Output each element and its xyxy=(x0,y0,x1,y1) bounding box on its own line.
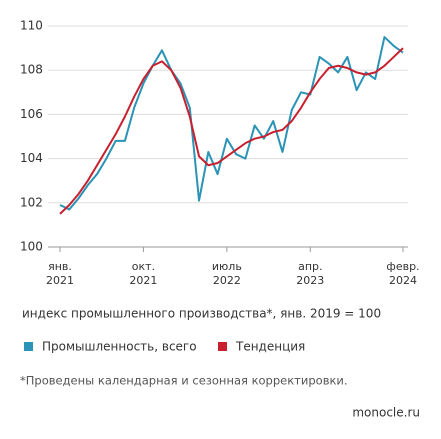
source: monocle.ru xyxy=(352,406,420,420)
subtitle: индекс промышленного производства*, янв.… xyxy=(22,307,381,321)
x-tick-label: апр. 2023 xyxy=(296,260,325,287)
x-tick-label: окт. 2021 xyxy=(129,260,158,287)
legend-label: Тенденция xyxy=(235,340,305,354)
legend-swatch xyxy=(218,342,227,351)
y-tick-label: 102 xyxy=(20,195,43,209)
y-tick-label: 104 xyxy=(20,151,43,165)
x-tick-label: янв. 2021 xyxy=(46,260,74,287)
y-tick-label: 110 xyxy=(20,19,43,33)
x-tick-label: июль 2022 xyxy=(211,260,242,287)
series-line xyxy=(59,47,404,215)
y-tick-label: 100 xyxy=(20,240,43,254)
x-tick-label: февр. 2024 xyxy=(386,260,420,287)
legend-swatch xyxy=(24,342,33,351)
note: *Проведены календарная и сезонная коррек… xyxy=(20,374,348,388)
y-tick-label: 108 xyxy=(20,63,43,77)
legend-label: Промышленность, всего xyxy=(42,340,197,354)
y-tick-label: 106 xyxy=(20,107,43,121)
series-line xyxy=(59,36,404,211)
